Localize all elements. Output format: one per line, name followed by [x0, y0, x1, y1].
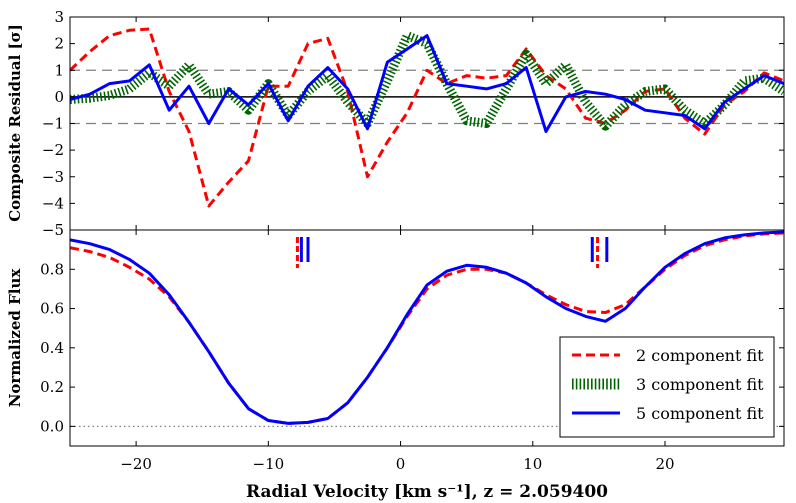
x-tick-label: 0 [396, 455, 406, 473]
x-tick-label: −20 [120, 455, 152, 473]
y-tick-label: 0.6 [40, 300, 64, 318]
series-line-5-component-fit [70, 34, 784, 133]
y-tick-label: 0.2 [40, 378, 64, 396]
y-tick-label: −5 [42, 221, 64, 239]
series-line-3-component-fit [70, 31, 784, 131]
y-tick-label: −1 [42, 115, 64, 133]
series-line-2-component-fit [70, 27, 784, 208]
legend: 2 component fit 3 component fit 5 componen… [559, 336, 775, 438]
x-tick-label: −10 [253, 455, 285, 473]
residual-panel: 3 2 1 0 −1 −2 −3 −4 −5 Composite Residual [σ] [6, 8, 784, 239]
y-tick-label: 1 [54, 61, 64, 79]
y-tick-label: 0 [54, 88, 64, 106]
legend-entry: 2 component fit [636, 346, 764, 365]
y-tick-label: −3 [42, 168, 64, 186]
y-tick-label: −2 [42, 141, 64, 159]
y-tick-label: 3 [54, 8, 64, 26]
x-tick-label: 20 [655, 455, 674, 473]
y-tick-label: 0.8 [40, 260, 64, 278]
x-axis-label: Radial Velocity [km s⁻¹], z = 2.059400 [246, 482, 608, 502]
y-tick-label: 2 [54, 35, 64, 53]
y-tick-label: 0.4 [40, 339, 64, 357]
y-tick-label: −4 [42, 194, 64, 212]
flux-plot-frame [69, 229, 785, 447]
x-tick-label: 10 [523, 455, 542, 473]
legend-entry: 5 component fit [636, 404, 764, 423]
residual-ylabel: Composite Residual [σ] [6, 24, 24, 222]
legend-entry: 3 component fit [636, 375, 764, 394]
y-tick-label: 0.0 [40, 417, 64, 435]
flux-ylabel: Normalized Flux [6, 268, 24, 408]
series-line-5-component-fit [70, 230, 784, 425]
